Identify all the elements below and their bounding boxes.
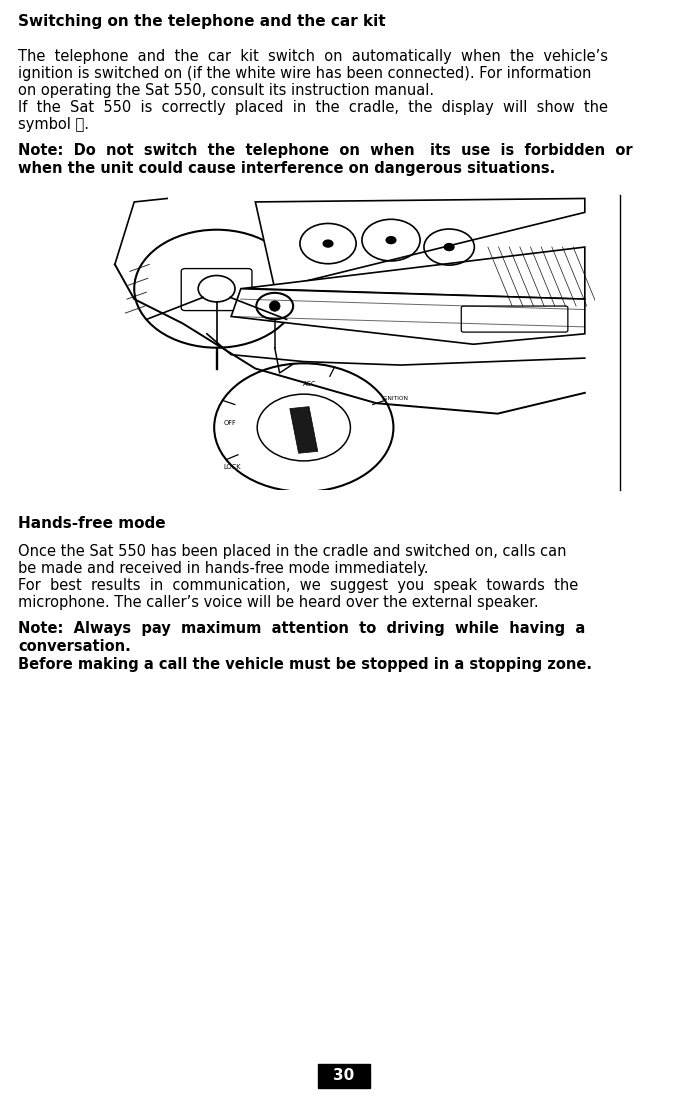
Text: The  telephone  and  the  car  kit  switch  on  automatically  when  the  vehicl: The telephone and the car kit switch on … bbox=[18, 49, 608, 63]
Text: If  the  Sat  550  is  correctly  placed  in  the  cradle,  the  display  will  : If the Sat 550 is correctly placed in th… bbox=[18, 100, 608, 115]
Text: symbol ⓗ.: symbol ⓗ. bbox=[18, 117, 89, 131]
Polygon shape bbox=[255, 198, 585, 289]
Polygon shape bbox=[241, 247, 585, 300]
Text: Before making a call the vehicle must be stopped in a stopping zone.: Before making a call the vehicle must be… bbox=[18, 657, 592, 672]
Bar bbox=[318, 1064, 370, 1088]
Text: 30: 30 bbox=[334, 1068, 354, 1084]
Text: Once the Sat 550 has been placed in the cradle and switched on, calls can: Once the Sat 550 has been placed in the … bbox=[18, 544, 566, 559]
Polygon shape bbox=[231, 289, 585, 344]
Ellipse shape bbox=[270, 301, 280, 311]
Circle shape bbox=[386, 236, 396, 244]
Text: be made and received in hands-free mode immediately.: be made and received in hands-free mode … bbox=[18, 561, 429, 576]
Bar bbox=[290, 407, 318, 453]
Text: Note:  Always  pay  maximum  attention  to  driving  while  having  a: Note: Always pay maximum attention to dr… bbox=[18, 620, 585, 636]
Text: when the unit could cause interference on dangerous situations.: when the unit could cause interference o… bbox=[18, 162, 555, 176]
Circle shape bbox=[444, 244, 454, 251]
Circle shape bbox=[323, 241, 333, 247]
Text: IGNITION: IGNITION bbox=[382, 397, 409, 401]
Text: OFF: OFF bbox=[224, 420, 237, 427]
Text: conversation.: conversation. bbox=[18, 639, 131, 654]
Text: Note:  Do  not  switch  the  telephone  on  when   its  use  is  forbidden  or: Note: Do not switch the telephone on whe… bbox=[18, 143, 633, 158]
Text: Hands-free mode: Hands-free mode bbox=[18, 516, 166, 531]
Text: on operating the Sat 550, consult its instruction manual.: on operating the Sat 550, consult its in… bbox=[18, 84, 434, 98]
Text: microphone. The caller’s voice will be heard over the external speaker.: microphone. The caller’s voice will be h… bbox=[18, 595, 539, 610]
Text: ignition is switched on (if the white wire has been connected). For information: ignition is switched on (if the white wi… bbox=[18, 66, 592, 81]
Text: For  best  results  in  communication,  we  suggest  you  speak  towards  the: For best results in communication, we su… bbox=[18, 578, 578, 593]
Circle shape bbox=[214, 363, 394, 491]
Text: Switching on the telephone and the car kit: Switching on the telephone and the car k… bbox=[18, 14, 386, 29]
Text: ACC: ACC bbox=[303, 381, 316, 387]
Text: LOCK: LOCK bbox=[224, 465, 241, 470]
